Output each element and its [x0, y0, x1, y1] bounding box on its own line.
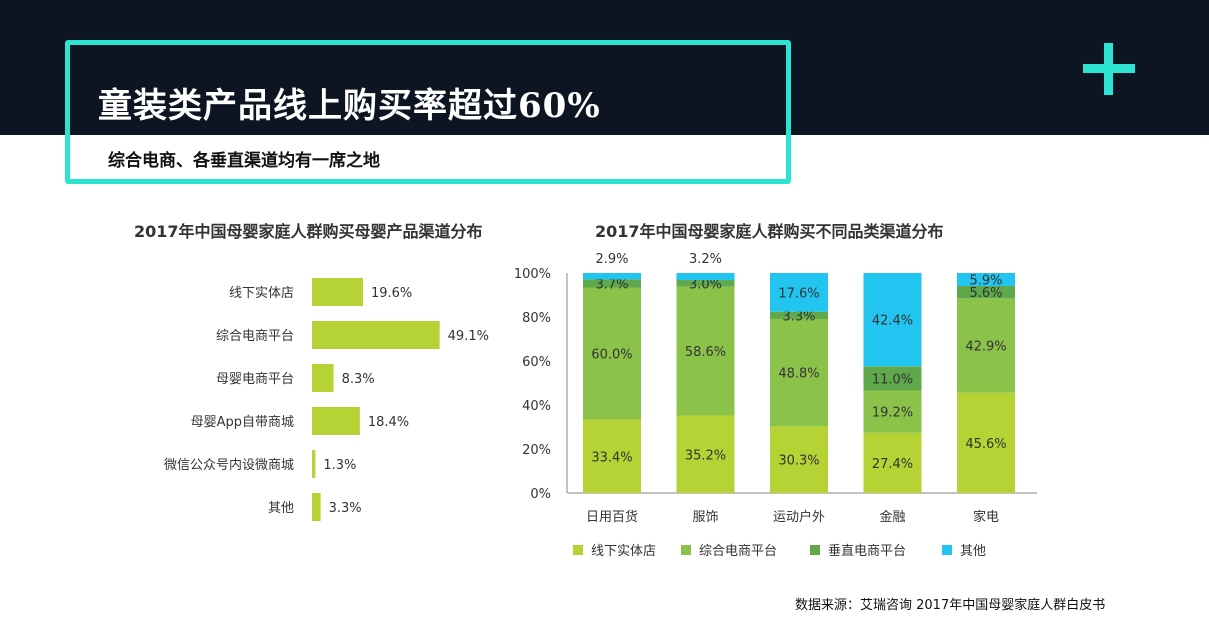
- legend-swatch: [573, 545, 583, 555]
- y-tick-label: 20%: [522, 443, 551, 458]
- data-label: 42.9%: [965, 339, 1006, 354]
- category-label: 服饰: [692, 510, 718, 525]
- stacked-segment: [770, 318, 828, 427]
- legend-label: 垂直电商平台: [828, 544, 906, 559]
- category-label: 母婴电商平台: [216, 372, 294, 387]
- stacked-segment: [957, 392, 1015, 493]
- stacked-segment: [770, 426, 828, 493]
- data-label: 49.1%: [448, 329, 489, 344]
- channel-bar: [312, 493, 321, 521]
- data-label: 48.8%: [778, 367, 819, 382]
- stacked-segment: [770, 311, 828, 319]
- stacked-segment: [957, 285, 1015, 299]
- channel-bar: [312, 364, 334, 392]
- category-label: 母婴App自带商城: [191, 415, 294, 430]
- data-label: 35.2%: [685, 448, 726, 463]
- stacked-segment: [863, 390, 922, 433]
- category-label: 金融: [879, 509, 905, 525]
- stacked-segment: [676, 415, 735, 493]
- channel-distribution-chart: 2017年中国母婴家庭人群购买母婴产品渠道分布 线下实体店 19.6% 综合电商平台…: [118, 210, 508, 540]
- data-label: 19.2%: [872, 406, 913, 421]
- data-label: 30.3%: [778, 454, 819, 469]
- plus-icon: [1083, 43, 1135, 95]
- data-label: 2.9%: [595, 252, 628, 267]
- data-label: 42.4%: [872, 314, 913, 329]
- category-label: 其他: [268, 501, 294, 516]
- stacked-segment: [863, 366, 922, 391]
- source-note: 数据来源：艾瑞咨询 2017年中国母婴家庭人群白皮书: [795, 598, 1106, 613]
- stacked-segment: [957, 298, 1015, 393]
- legend-label: 综合电商平台: [699, 544, 777, 559]
- data-label: 18.4%: [368, 415, 409, 430]
- data-label: 58.6%: [685, 345, 726, 360]
- data-label: 19.6%: [371, 286, 412, 301]
- channel-bar: [312, 321, 440, 349]
- category-label: 微信公众号内设微商城: [164, 457, 294, 473]
- channel-bar: [312, 450, 316, 478]
- data-label: 3.3%: [782, 309, 815, 324]
- channel-bar: [312, 407, 360, 435]
- legend-label: 其他: [960, 544, 986, 559]
- category-label: 综合电商平台: [216, 329, 294, 344]
- data-label: 45.6%: [965, 437, 1006, 452]
- y-tick-label: 60%: [522, 355, 551, 370]
- stacked-segment: [583, 273, 641, 280]
- data-label: 3.3%: [329, 501, 362, 516]
- stacked-segment: [676, 273, 735, 281]
- data-label: 11.0%: [872, 372, 913, 387]
- chart-title: 2017年中国母婴家庭人群购买母婴产品渠道分布: [134, 222, 483, 241]
- category-label: 家电: [973, 509, 999, 525]
- stacked-segment: [863, 432, 922, 493]
- stacked-segment: [957, 273, 1015, 286]
- data-label: 5.6%: [969, 286, 1002, 301]
- page-title: 童装类产品线上购买率超过60%: [98, 86, 601, 126]
- stacked-segment: [770, 273, 828, 312]
- legend-swatch: [810, 545, 820, 555]
- category-label: 线下实体店: [229, 286, 294, 301]
- stacked-segment: [583, 419, 641, 493]
- data-label: 3.2%: [689, 252, 722, 267]
- data-label: 3.7%: [595, 277, 628, 292]
- page-subtitle: 综合电商、各垂直渠道均有一席之地: [108, 151, 380, 171]
- data-label: 17.6%: [778, 286, 819, 301]
- legend-swatch: [681, 545, 691, 555]
- data-label: 3.0%: [689, 277, 722, 292]
- stacked-segment: [583, 279, 641, 288]
- chart-title: 2017年中国母婴家庭人群购买不同品类渠道分布: [595, 222, 944, 241]
- channel-bar: [312, 278, 363, 306]
- y-tick-label: 100%: [514, 267, 551, 282]
- legend-swatch: [942, 545, 952, 555]
- data-label: 5.9%: [969, 273, 1002, 288]
- data-label: 33.4%: [591, 450, 632, 465]
- header-banner: [0, 0, 1209, 135]
- stacked-segment: [863, 273, 922, 367]
- legend-label: 线下实体店: [591, 544, 656, 559]
- stacked-segment: [583, 287, 641, 420]
- channel-bar-chart: 线下实体店 19.6% 综合电商平台 49.1% 母婴电商平台 8.3% 母婴App自带商城…: [164, 278, 489, 521]
- data-label: 1.3%: [323, 458, 356, 473]
- data-label: 60.0%: [591, 348, 632, 363]
- category-label: 运动户外: [773, 509, 825, 525]
- stacked-bar-chart: 0% 20% 40% 60% 80% 100% 33.4% 60.0% 3.7% 2.9% 日用百货…: [514, 252, 1037, 559]
- y-tick-label: 40%: [522, 399, 551, 414]
- stacked-segment: [676, 280, 735, 287]
- category-label: 日用百货: [586, 509, 638, 525]
- data-label: 8.3%: [342, 372, 375, 387]
- stacked-segment: [676, 286, 735, 416]
- title-frame: [65, 40, 791, 184]
- data-label: 27.4%: [872, 457, 913, 472]
- y-tick-label: 80%: [522, 311, 551, 326]
- category-channel-chart: 2017年中国母婴家庭人群购买不同品类渠道分布 0% 20% 40% 60% 80% 10…: [505, 210, 1045, 570]
- y-tick-label: 0%: [530, 487, 551, 502]
